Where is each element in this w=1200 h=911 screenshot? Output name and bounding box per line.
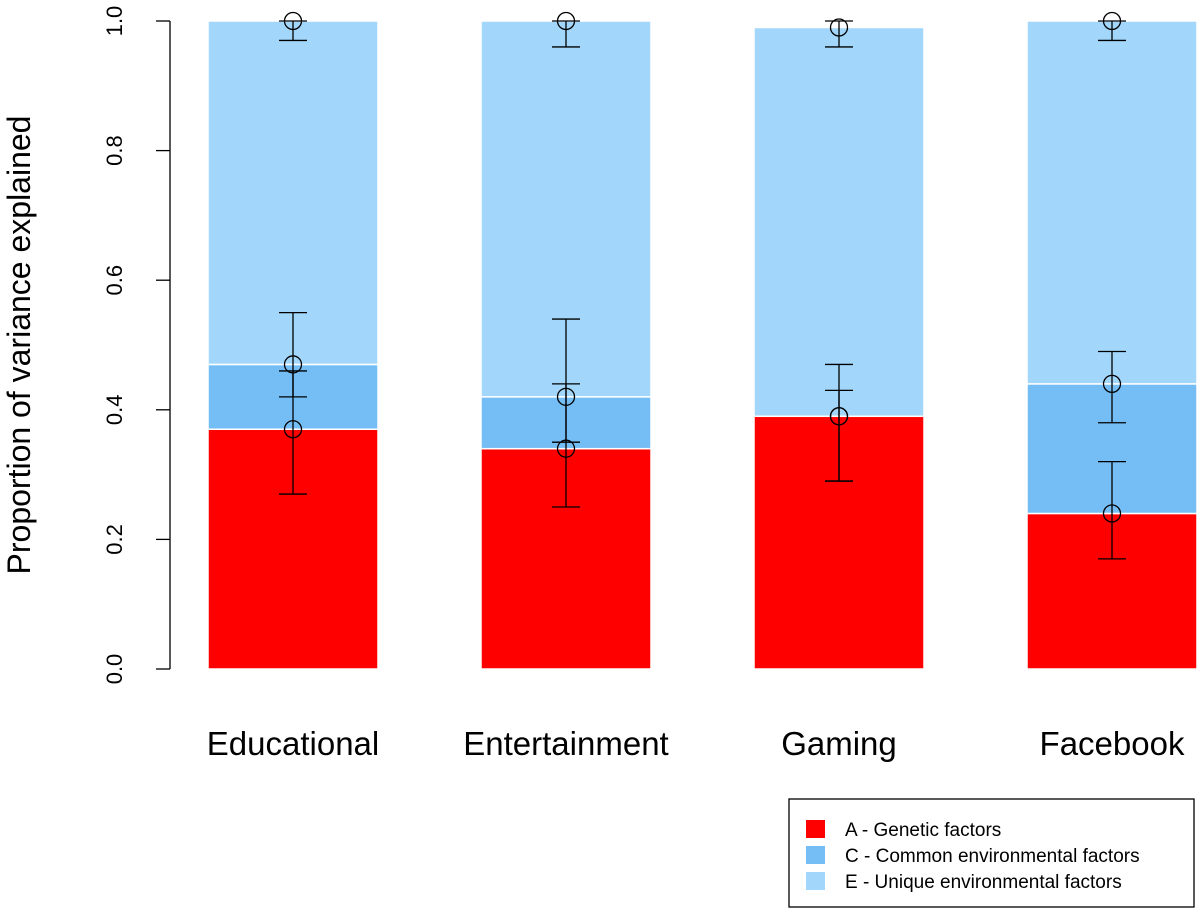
point-estimate-marker [556, 387, 576, 406]
legend-swatch [806, 820, 825, 838]
point-estimate-marker [283, 355, 303, 374]
x-tick-label: Facebook [1040, 725, 1185, 762]
error-bar-facebook-2 [1098, 350, 1126, 424]
error-bar-educational-3 [279, 11, 307, 42]
error-bar-gaming-3 [825, 18, 853, 48]
bar-segment-gaming-3 [753, 26, 925, 418]
y-axis: 0.0 0.2 0.4 0.6 0.8 1.0 [102, 6, 171, 685]
error-bar-facebook-1 [1098, 460, 1126, 560]
point-estimate-marker [283, 420, 303, 439]
x-tick-label: Educational [207, 725, 379, 762]
legend: A - Genetic factors C - Common environmen… [788, 798, 1195, 908]
error-bar-gaming-2 [825, 389, 853, 482]
legend-box [788, 798, 1195, 908]
legend-label: C - Common environmental factors [845, 846, 1140, 867]
point-estimate-marker [1102, 374, 1122, 394]
y-axis-label: Proportion of variance explained [1, 116, 37, 575]
x-tick-label: Entertainment [463, 725, 668, 762]
point-estimate-marker [829, 18, 849, 37]
error-bar-entertainment-2 [552, 318, 580, 443]
point-estimate-marker [829, 407, 849, 426]
y-tick-label: 0.4 [102, 395, 127, 426]
legend-swatch [806, 872, 825, 890]
x-axis-labels: Educational Entertainment Gaming Facebook [207, 725, 1185, 762]
error-bar-educational-2 [279, 311, 307, 398]
y-tick-label: 0.6 [102, 265, 127, 296]
plot-area [207, 11, 1198, 670]
point-estimate-marker [1102, 504, 1122, 523]
point-estimate-marker [556, 11, 576, 31]
legend-swatch [806, 846, 825, 864]
bar-segment-facebook-3 [1026, 20, 1198, 385]
point-estimate-marker [1102, 11, 1122, 31]
legend-label: A - Genetic factors [845, 820, 1001, 841]
y-tick-label: 0.0 [102, 654, 127, 685]
point-estimate-marker [283, 11, 303, 31]
error-bar-facebook-3 [1098, 11, 1126, 42]
y-tick-label: 0.8 [102, 135, 127, 166]
y-tick-label: 1.0 [102, 6, 127, 37]
y-tick-label: 0.2 [102, 524, 127, 555]
error-bar-entertainment-3 [552, 11, 580, 48]
legend-label: E - Unique environmental factors [845, 872, 1122, 893]
x-tick-label: Gaming [781, 725, 897, 762]
